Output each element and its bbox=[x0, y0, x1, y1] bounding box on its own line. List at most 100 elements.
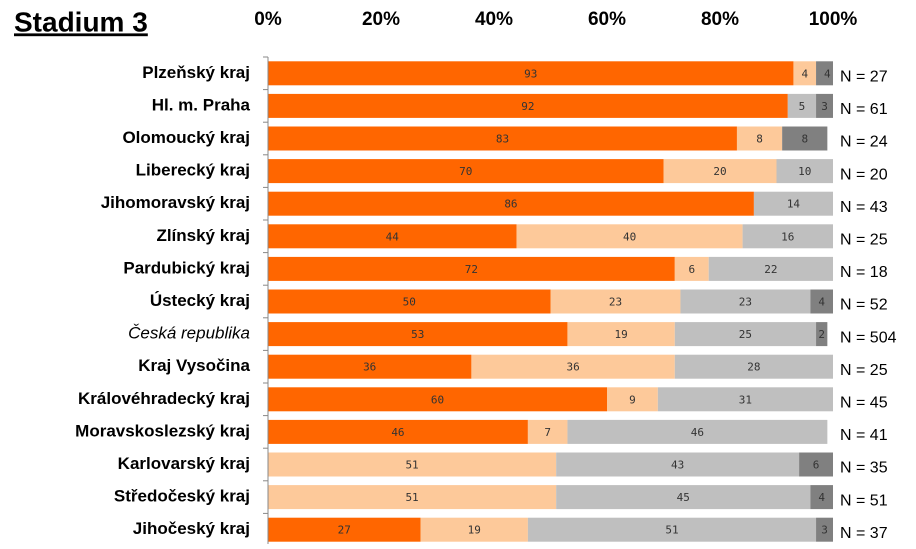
category-label: Zlínský kraj bbox=[156, 226, 250, 245]
category-label: Hl. m. Praha bbox=[152, 95, 251, 114]
bar-segment bbox=[268, 517, 421, 542]
n-label: N = 52 bbox=[840, 297, 888, 314]
bar-segment bbox=[787, 93, 817, 118]
value-label: 19 bbox=[468, 524, 481, 537]
x-tick-label: 40% bbox=[475, 9, 513, 30]
bar-segment bbox=[268, 289, 551, 314]
bar-segment bbox=[268, 419, 528, 444]
n-label: N = 27 bbox=[840, 69, 888, 86]
value-label: 46 bbox=[691, 426, 704, 439]
bar-segment bbox=[550, 289, 681, 314]
bar-segment bbox=[810, 485, 833, 510]
bar-segment bbox=[680, 289, 811, 314]
n-label: N = 20 bbox=[840, 166, 888, 183]
n-label: N = 61 bbox=[840, 101, 888, 118]
n-label: N = 41 bbox=[840, 427, 888, 444]
value-label: 43 bbox=[671, 459, 684, 472]
bar-segment bbox=[753, 191, 833, 216]
bar-segment bbox=[268, 126, 737, 151]
value-label: 9 bbox=[629, 393, 636, 406]
bar-segment bbox=[567, 419, 828, 444]
bar-segment bbox=[268, 322, 568, 347]
bar-segment bbox=[674, 322, 817, 347]
plot-area bbox=[268, 61, 833, 542]
value-label: 92 bbox=[521, 100, 534, 113]
value-label: 8 bbox=[801, 133, 808, 146]
bar-segment bbox=[268, 354, 472, 379]
n-label: N = 25 bbox=[840, 362, 888, 379]
bar-segment bbox=[816, 322, 828, 347]
x-tick-label: 80% bbox=[701, 9, 739, 30]
bar-segment bbox=[556, 485, 811, 510]
bar-segment bbox=[556, 452, 800, 477]
n-label: N = 24 bbox=[840, 134, 888, 151]
value-label: 53 bbox=[411, 328, 424, 341]
value-label: 8 bbox=[756, 133, 763, 146]
bar-segment bbox=[742, 224, 833, 249]
value-label: 51 bbox=[665, 524, 678, 537]
n-label: N = 37 bbox=[840, 525, 888, 542]
value-label: 3 bbox=[821, 100, 828, 113]
value-label: 23 bbox=[609, 296, 622, 309]
bar-segment bbox=[674, 256, 709, 281]
bar-segment bbox=[527, 419, 568, 444]
chart-title: Stadium 3 bbox=[14, 6, 148, 37]
n-label: N = 25 bbox=[840, 232, 888, 249]
bar-segment bbox=[708, 256, 833, 281]
bar-segment bbox=[799, 452, 833, 477]
value-label: 4 bbox=[818, 296, 825, 309]
value-label: 72 bbox=[465, 263, 478, 276]
category-label: Plzeňský kraj bbox=[142, 63, 250, 82]
bar-segment bbox=[736, 126, 783, 151]
bar-segment bbox=[657, 387, 833, 412]
value-label: 25 bbox=[739, 328, 752, 341]
value-label: 10 bbox=[798, 165, 811, 178]
x-tick-label: 100% bbox=[809, 9, 858, 30]
value-label: 2 bbox=[818, 328, 825, 341]
value-label: 27 bbox=[338, 524, 351, 537]
x-tick-label: 0% bbox=[254, 9, 282, 30]
bar-segment bbox=[516, 224, 743, 249]
value-label: 86 bbox=[504, 198, 517, 211]
value-label: 28 bbox=[747, 361, 760, 374]
bar-segment bbox=[268, 485, 557, 510]
value-label: 16 bbox=[781, 230, 794, 243]
value-label: 51 bbox=[405, 491, 418, 504]
bar-segment bbox=[607, 387, 658, 412]
value-label: 4 bbox=[824, 67, 831, 80]
n-label: N = 43 bbox=[840, 199, 888, 216]
category-label: Středočeský kraj bbox=[114, 487, 250, 506]
value-label: 50 bbox=[403, 296, 416, 309]
category-label: Česká republika bbox=[128, 324, 250, 343]
bar-segment bbox=[268, 256, 675, 281]
bar-segment bbox=[663, 159, 777, 184]
bar-segment bbox=[816, 61, 833, 86]
value-label: 3 bbox=[821, 524, 828, 537]
n-label: N = 45 bbox=[840, 395, 888, 412]
value-label: 46 bbox=[391, 426, 404, 439]
bar-segment bbox=[567, 322, 675, 347]
bar-segment bbox=[674, 354, 833, 379]
bar-segment bbox=[268, 452, 557, 477]
bar-segment bbox=[782, 126, 828, 151]
value-label: 51 bbox=[405, 459, 418, 472]
value-label: 40 bbox=[623, 230, 636, 243]
bar-segment bbox=[793, 61, 817, 86]
category-label: Liberecký kraj bbox=[136, 161, 250, 180]
bar-segment bbox=[268, 93, 788, 118]
n-label: N = 504 bbox=[840, 329, 897, 346]
value-label: 44 bbox=[386, 230, 400, 243]
value-label: 36 bbox=[363, 361, 376, 374]
bar-segment bbox=[268, 191, 754, 216]
value-label: 45 bbox=[677, 491, 690, 504]
value-label: 60 bbox=[431, 393, 444, 406]
bar-segment bbox=[268, 224, 517, 249]
bar-segment bbox=[420, 517, 528, 542]
value-label: 14 bbox=[787, 198, 801, 211]
value-label: 20 bbox=[713, 165, 726, 178]
value-label: 6 bbox=[688, 263, 695, 276]
category-label: Moravskoslezský kraj bbox=[75, 421, 250, 440]
n-label: N = 18 bbox=[840, 264, 888, 281]
value-label: 93 bbox=[524, 67, 537, 80]
